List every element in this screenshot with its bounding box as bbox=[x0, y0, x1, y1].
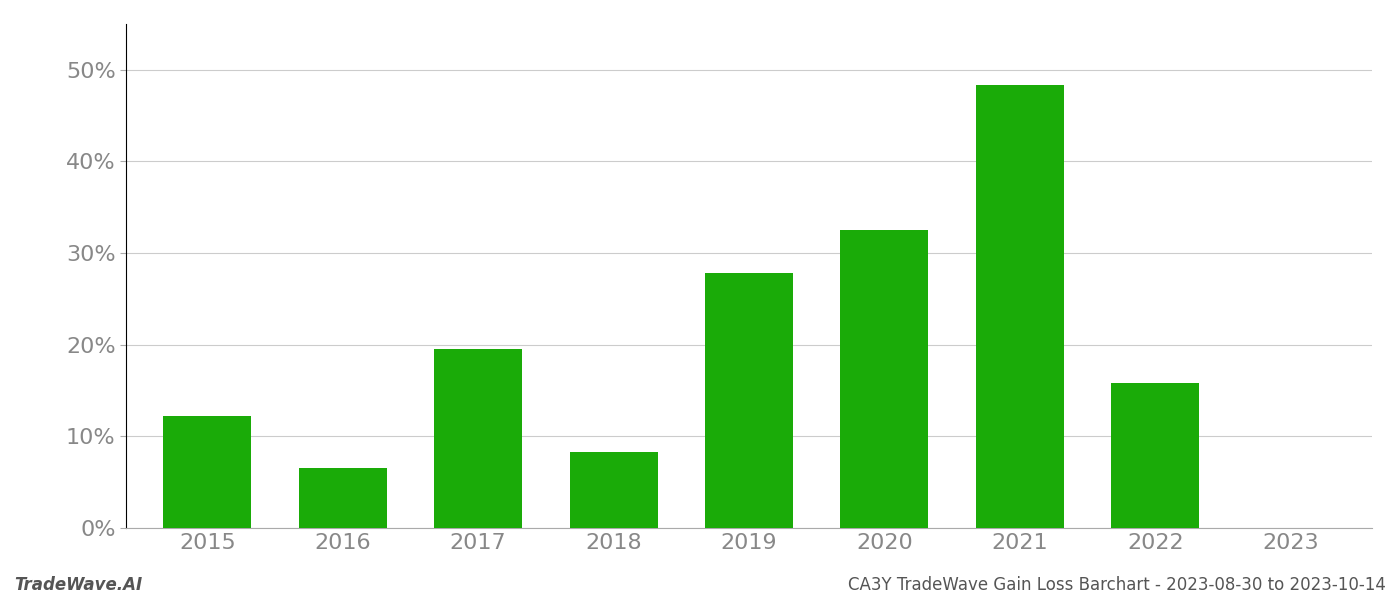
Bar bbox=[976, 85, 1064, 528]
Bar bbox=[840, 230, 928, 528]
Text: TradeWave.AI: TradeWave.AI bbox=[14, 576, 143, 594]
Bar bbox=[706, 273, 792, 528]
Bar bbox=[298, 469, 386, 528]
Text: CA3Y TradeWave Gain Loss Barchart - 2023-08-30 to 2023-10-14: CA3Y TradeWave Gain Loss Barchart - 2023… bbox=[848, 576, 1386, 594]
Bar bbox=[570, 452, 658, 528]
Bar bbox=[1112, 383, 1200, 528]
Bar bbox=[164, 416, 251, 528]
Bar bbox=[434, 349, 522, 528]
